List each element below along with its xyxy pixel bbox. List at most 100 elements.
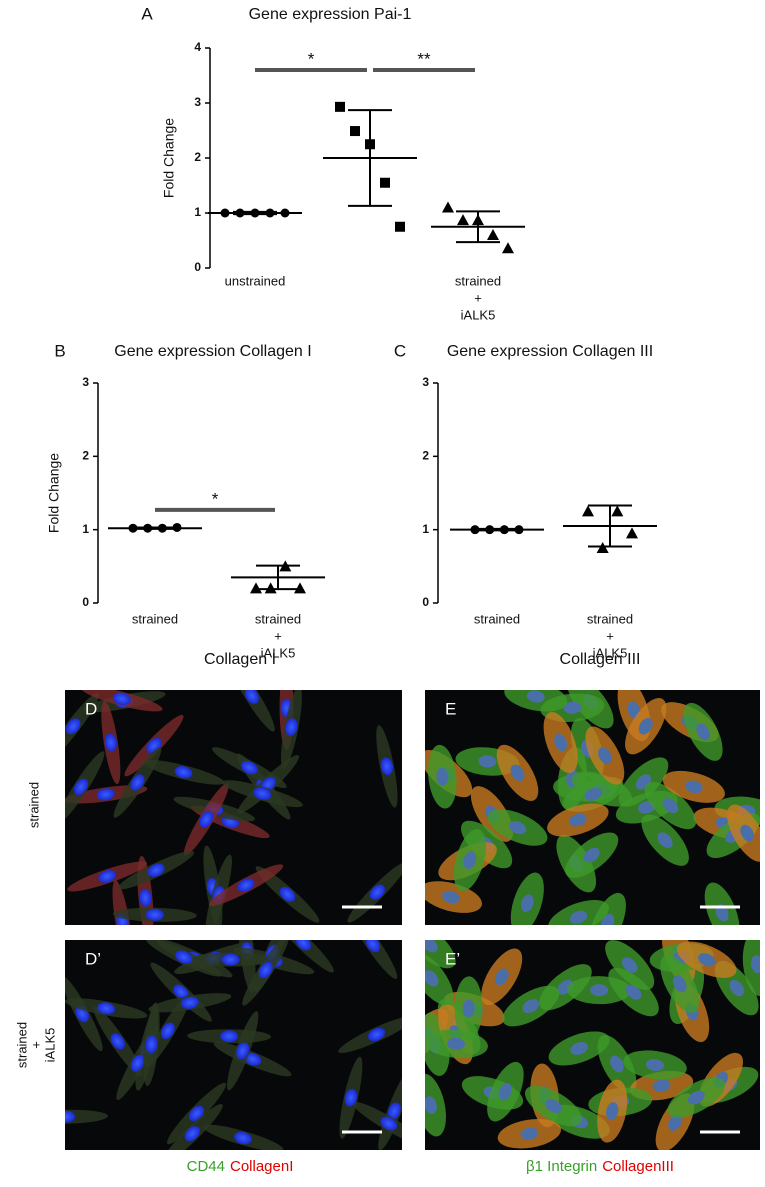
y-tick-label: 2 <box>422 449 429 463</box>
nucleus <box>258 961 273 979</box>
nucleus <box>569 910 588 924</box>
chart-title: Gene expression Pai-1 <box>249 6 412 23</box>
nucleus <box>145 1035 158 1054</box>
nucleus <box>545 1099 562 1113</box>
cells <box>425 940 760 1150</box>
nucleus <box>240 760 258 775</box>
caption: β1 Integrin CollagenIII <box>526 1158 674 1175</box>
data-point <box>395 221 405 232</box>
row-label-line: strained <box>14 1022 29 1068</box>
caption-part: CD44 <box>187 1158 225 1175</box>
nucleus <box>447 1037 466 1050</box>
nucleus <box>236 1042 250 1060</box>
nucleus <box>369 884 385 900</box>
nucleus <box>244 690 259 704</box>
nucleus <box>698 953 716 967</box>
panel-letter: B <box>54 341 65 360</box>
data-point <box>502 242 514 254</box>
nucleus <box>380 1116 398 1131</box>
nucleus <box>97 1002 116 1015</box>
x-tick-label: iALK5 <box>261 645 296 660</box>
data-point <box>250 582 262 594</box>
nucleus <box>425 940 438 953</box>
chart-title: Gene expression Collagen I <box>114 343 311 360</box>
nucleus <box>672 975 687 993</box>
caption: CD44 CollagenI <box>187 1158 294 1175</box>
data-point <box>294 582 306 594</box>
y-tick-label: 3 <box>194 95 201 109</box>
x-tick-label: + <box>474 290 482 305</box>
data-point <box>335 101 345 112</box>
x-tick-label: strained <box>132 611 178 626</box>
y-tick-label: 1 <box>82 522 89 536</box>
nucleus <box>652 1079 671 1092</box>
nucleus <box>646 1058 664 1072</box>
data-point <box>487 229 499 240</box>
y-axis-label: Fold Change <box>46 453 62 533</box>
y-tick-label: 1 <box>422 522 429 536</box>
nucleus <box>685 780 703 794</box>
cells <box>65 940 402 1150</box>
nucleus <box>696 723 710 741</box>
nucleus <box>65 718 81 735</box>
y-tick-label: 2 <box>194 150 201 164</box>
nucleus <box>184 1126 200 1142</box>
x-tick-label: + <box>606 628 614 643</box>
nucleus <box>237 878 255 893</box>
nucleus <box>662 798 679 814</box>
data-point <box>457 214 469 226</box>
y-tick-label: 1 <box>194 205 201 219</box>
y-tick-label: 0 <box>194 260 201 274</box>
nucleus <box>494 968 509 986</box>
nucleus <box>221 953 240 966</box>
nucleus <box>520 1127 539 1140</box>
nucleus <box>173 984 189 1000</box>
column-title: Collagen III <box>560 651 641 668</box>
nucleus <box>478 755 497 768</box>
nucleus <box>234 1131 252 1145</box>
panel-letter: A <box>141 4 153 23</box>
nucleus <box>729 979 744 997</box>
x-tick-label: strained <box>587 611 633 626</box>
nucleus <box>462 999 475 1018</box>
nucleus <box>622 957 638 973</box>
nucleus <box>96 788 115 801</box>
nucleus <box>147 863 165 877</box>
nucleus <box>526 690 545 703</box>
nucleus <box>598 747 612 765</box>
nucleus <box>600 914 615 925</box>
significance-label: ** <box>417 49 431 68</box>
nucleus <box>569 813 587 827</box>
panel-letter: D <box>85 699 97 718</box>
data-point <box>350 126 360 137</box>
nucleus <box>425 970 439 987</box>
nucleus <box>638 717 653 735</box>
y-tick-label: 0 <box>82 595 89 609</box>
nucleus <box>253 787 272 800</box>
nucleus <box>98 870 116 883</box>
y-axis-label: Fold Change <box>161 118 177 198</box>
nucleus <box>295 940 312 951</box>
nucleus <box>285 718 298 737</box>
panel-letter: E <box>445 699 456 718</box>
nucleus <box>570 1042 588 1055</box>
row-label: strained + iALK5 <box>14 1022 57 1068</box>
row-label: strained <box>26 782 41 828</box>
nucleus <box>104 733 117 752</box>
data-point <box>264 582 277 594</box>
caption-part: CollagenI <box>230 1158 293 1175</box>
nucleus <box>583 847 600 863</box>
nucleus <box>113 692 131 706</box>
nucleus <box>380 757 394 776</box>
y-tick-label: 3 <box>422 375 429 389</box>
nucleus <box>130 774 145 791</box>
nucleus <box>279 886 296 902</box>
x-tick-label: unstrained <box>225 273 286 288</box>
nucleus <box>139 888 152 907</box>
nucleus <box>584 787 602 801</box>
nucleus <box>510 764 525 782</box>
nucleus <box>625 984 642 1000</box>
x-tick-label: + <box>274 628 282 643</box>
x-tick-label: iALK5 <box>461 307 496 322</box>
y-tick-label: 2 <box>82 449 89 463</box>
